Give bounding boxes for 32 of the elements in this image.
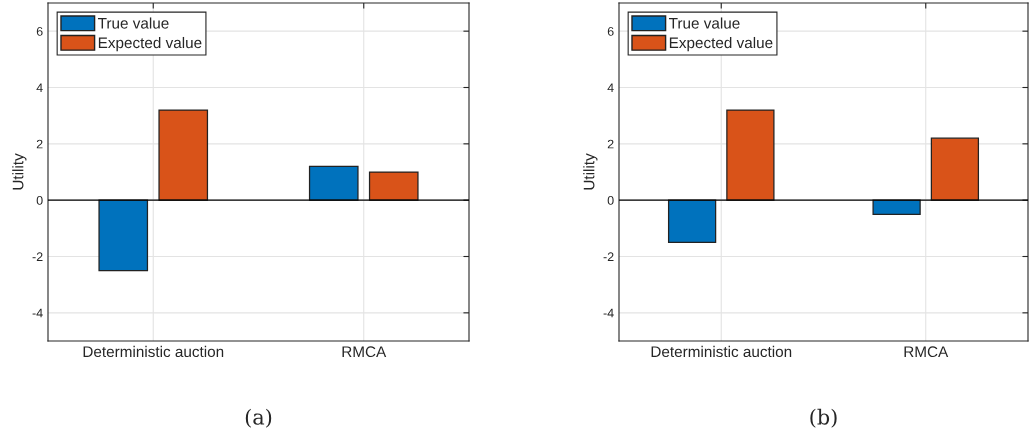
text: (a) (245, 408, 272, 428)
bar (872, 199, 921, 215)
x-tick-label: RMCA (342, 346, 387, 358)
bar (726, 109, 775, 201)
legend-label: True value (669, 17, 740, 29)
bar (158, 109, 209, 201)
y-tick-label: -2 (603, 252, 614, 262)
y-axis-title: Utility (583, 153, 598, 190)
y-tick-label: 4 (36, 83, 43, 93)
y-tick-label: -2 (32, 252, 43, 262)
y-tick-label: 6 (36, 26, 43, 36)
x-tick-label: RMCA (904, 346, 949, 358)
y-tick-label: 0 (607, 195, 614, 205)
y-tick-label: 0 (36, 195, 43, 205)
legend-label: Expected value (98, 36, 202, 52)
bar (930, 137, 980, 201)
y-tick-label: 2 (36, 139, 43, 149)
legend-label: True value (98, 17, 169, 29)
bar (368, 171, 419, 201)
x-tick-label: Deterministic auction (83, 345, 224, 358)
bar (98, 199, 149, 272)
text: (b) (810, 408, 837, 428)
legend-label: Expected value (669, 36, 773, 52)
y-axis-title: Utility (12, 153, 27, 190)
y-tick-label: 6 (607, 26, 614, 36)
y-tick-label: -4 (32, 308, 43, 318)
y-tick-label: 4 (607, 83, 614, 93)
y-tick-label: 2 (607, 139, 614, 149)
bar (308, 165, 359, 201)
y-tick-label: -4 (603, 308, 614, 318)
x-tick-label: Deterministic auction (651, 345, 792, 358)
bar (667, 199, 717, 244)
